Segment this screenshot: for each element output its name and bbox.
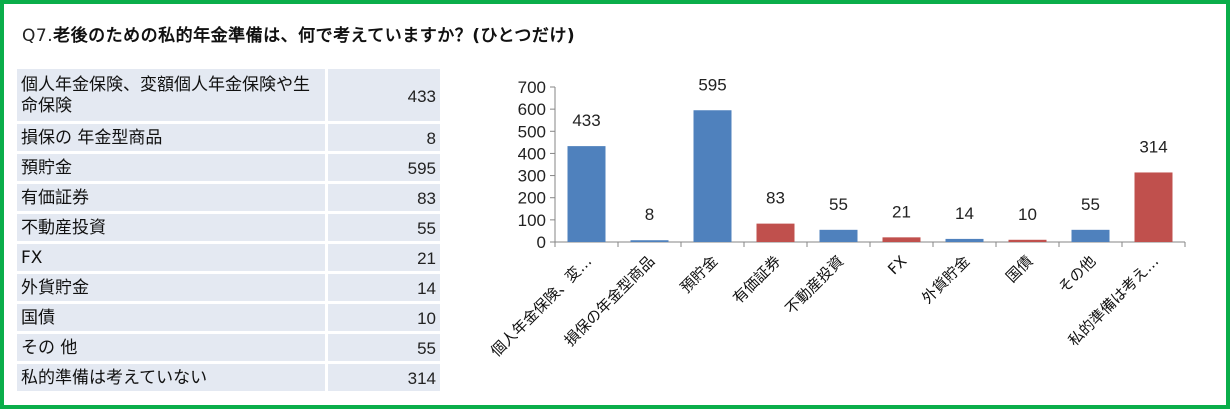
- y-tick-label: 300: [518, 167, 546, 186]
- row-label: 損保の 年金型商品: [17, 124, 328, 151]
- table-row: 損保の 年金型商品 8: [17, 124, 440, 151]
- bar: [1008, 239, 1047, 242]
- row-value: 55: [328, 214, 440, 241]
- question-text: 老後のための私的年金準備は、何で考えていますか？(ひとつだけ): [53, 26, 576, 46]
- bar: [945, 238, 984, 242]
- row-label: 外貨貯金: [17, 274, 328, 301]
- y-tick-label: 600: [518, 100, 546, 119]
- y-tick-label: 100: [518, 211, 546, 230]
- bar: [630, 240, 669, 242]
- row-value: 10: [328, 304, 440, 331]
- y-tick-label: 700: [518, 78, 546, 97]
- bar: [819, 229, 858, 242]
- x-category-label: FX: [884, 252, 910, 278]
- row-value: 8: [328, 124, 440, 151]
- table-row: 外貨貯金 14: [17, 274, 440, 301]
- table-row: 私的準備は考えていない 314: [17, 364, 440, 391]
- row-value: 314: [328, 364, 440, 391]
- data-label: 21: [892, 202, 911, 221]
- bar: [567, 146, 606, 242]
- row-value: 14: [328, 274, 440, 301]
- row-label: その 他: [17, 334, 328, 361]
- bar: [756, 223, 795, 242]
- row-label: 個人年金保険、変額個人年金保険や生命保険: [17, 69, 328, 121]
- bar: [693, 110, 732, 242]
- data-label: 55: [829, 195, 848, 214]
- row-value: 83: [328, 184, 440, 211]
- x-category-label: 有価証券: [729, 252, 784, 307]
- x-category-label: 個人年金保険、変…: [487, 252, 595, 360]
- data-label: 83: [766, 189, 785, 208]
- data-label: 8: [645, 205, 654, 224]
- bar-chart-svg: 0100200300400500600700433個人年金保険、変…8損保の年金…: [487, 75, 1186, 360]
- table-row: 不動産投資 55: [17, 214, 440, 241]
- question-number: Q7.: [22, 26, 54, 46]
- x-category-label: 外貨貯金: [918, 252, 973, 307]
- row-value: 21: [328, 244, 440, 271]
- x-category-label: その他: [1055, 252, 1100, 297]
- y-tick-label: 200: [518, 189, 546, 208]
- x-category-label: 国債: [1002, 252, 1036, 286]
- y-tick-label: 0: [537, 233, 546, 252]
- x-category-label: 不動産投資: [782, 252, 848, 318]
- data-label: 595: [698, 75, 726, 94]
- y-tick-label: 500: [518, 122, 546, 141]
- row-label: 預貯金: [17, 154, 328, 181]
- bar: [1071, 229, 1110, 242]
- bar: [882, 237, 921, 242]
- row-value: 433: [328, 69, 440, 121]
- data-label: 10: [1018, 205, 1037, 224]
- data-label: 314: [1139, 137, 1167, 156]
- question-title: Q7.老後のための私的年金準備は、何で考えていますか？(ひとつだけ): [22, 21, 575, 46]
- x-category-label: 預貯金: [677, 252, 722, 297]
- row-label: 国債: [17, 304, 328, 331]
- data-table: 個人年金保険、変額個人年金保険や生命保険 433 損保の 年金型商品 8 預貯金…: [17, 66, 440, 394]
- row-value: 595: [328, 154, 440, 181]
- bar-chart: 0 100 200 300 400 500 600 700 433 個人年金保険、変… 8 損保の年金…: [470, 66, 1210, 401]
- y-tick-label: 400: [518, 144, 546, 163]
- data-label: 433: [572, 111, 600, 130]
- table-row: 預貯金 595: [17, 154, 440, 181]
- table-row: 有価証券 83: [17, 184, 440, 211]
- data-label: 55: [1081, 195, 1100, 214]
- table-row: 国債 10: [17, 304, 440, 331]
- table-row: 個人年金保険、変額個人年金保険や生命保険 433: [17, 69, 440, 121]
- row-value: 55: [328, 334, 440, 361]
- table-row: その 他 55: [17, 334, 440, 361]
- row-label: FX: [17, 244, 328, 271]
- table-row: FX 21: [17, 244, 440, 271]
- bar: [1134, 172, 1173, 242]
- data-label: 14: [955, 204, 974, 223]
- row-label: 有価証券: [17, 184, 328, 211]
- row-label: 私的準備は考えていない: [17, 364, 328, 391]
- row-label: 不動産投資: [17, 214, 328, 241]
